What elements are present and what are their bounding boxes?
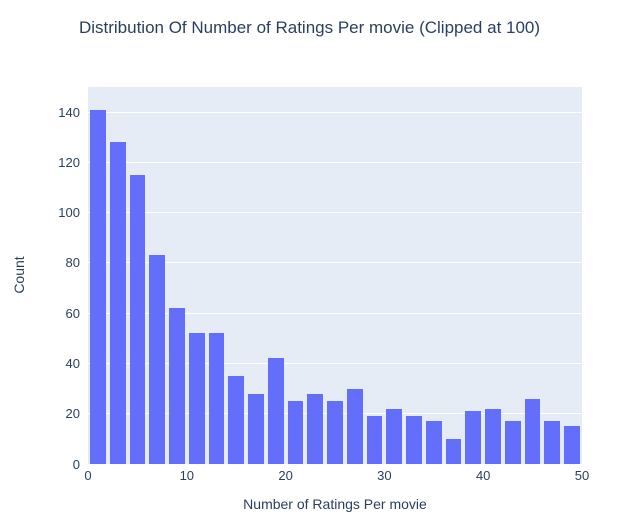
histogram-bar bbox=[267, 358, 284, 464]
histogram-bar bbox=[208, 333, 225, 464]
x-tick-label: 20 bbox=[278, 468, 293, 483]
y-tick-label: 40 bbox=[65, 355, 80, 371]
histogram-bar bbox=[366, 416, 383, 464]
x-tick-label: 50 bbox=[574, 468, 590, 483]
histogram-bar bbox=[129, 174, 146, 464]
histogram-bar bbox=[524, 398, 541, 464]
y-tick-label: 80 bbox=[65, 255, 80, 271]
histogram-bar bbox=[465, 411, 482, 464]
histogram-bar bbox=[504, 421, 521, 464]
y-axis-title: Count bbox=[11, 256, 27, 294]
histogram-bar bbox=[544, 421, 561, 464]
histogram-bar bbox=[149, 255, 166, 464]
histogram-bar bbox=[109, 142, 126, 464]
histogram-bar bbox=[228, 376, 245, 464]
gridline-y-40 bbox=[88, 362, 582, 364]
histogram-bar bbox=[445, 438, 462, 464]
gridline-y-120 bbox=[88, 161, 582, 163]
histogram-bar bbox=[327, 401, 343, 464]
histogram-bar bbox=[248, 393, 264, 464]
y-tick-label: 120 bbox=[58, 154, 80, 170]
y-tick-label: 20 bbox=[65, 406, 80, 422]
gridline-y-60 bbox=[88, 312, 582, 314]
gridline-y-100 bbox=[88, 212, 582, 214]
gridline-y-0 bbox=[88, 463, 582, 465]
histogram-bar bbox=[169, 308, 185, 464]
y-tick-label: 60 bbox=[65, 305, 80, 321]
x-axis-title: Number of Ratings Per movie bbox=[243, 496, 427, 512]
x-tick-label: 40 bbox=[475, 468, 491, 483]
histogram-bar bbox=[406, 416, 422, 464]
y-tick-label: 100 bbox=[58, 205, 80, 221]
x-tick-label: 10 bbox=[179, 468, 195, 483]
histogram-bar bbox=[425, 421, 442, 464]
histogram-bar bbox=[564, 426, 580, 464]
x-tick-label: 0 bbox=[84, 468, 92, 483]
histogram-bar bbox=[90, 109, 106, 464]
histogram-bar bbox=[287, 401, 304, 464]
x-tick-label: 30 bbox=[377, 468, 392, 483]
histogram-bar bbox=[307, 393, 324, 464]
histogram-bar bbox=[188, 333, 205, 464]
plot-area[interactable] bbox=[88, 87, 582, 465]
gridline-y-140 bbox=[88, 111, 582, 113]
histogram-bar bbox=[485, 408, 501, 464]
histogram-bar bbox=[386, 408, 403, 464]
chart-title: Distribution Of Number of Ratings Per mo… bbox=[78, 18, 541, 37]
histogram-bar bbox=[346, 388, 363, 464]
y-tick-label: 0 bbox=[72, 456, 80, 472]
gridline-y-80 bbox=[88, 262, 582, 264]
y-tick-label: 140 bbox=[58, 104, 80, 120]
